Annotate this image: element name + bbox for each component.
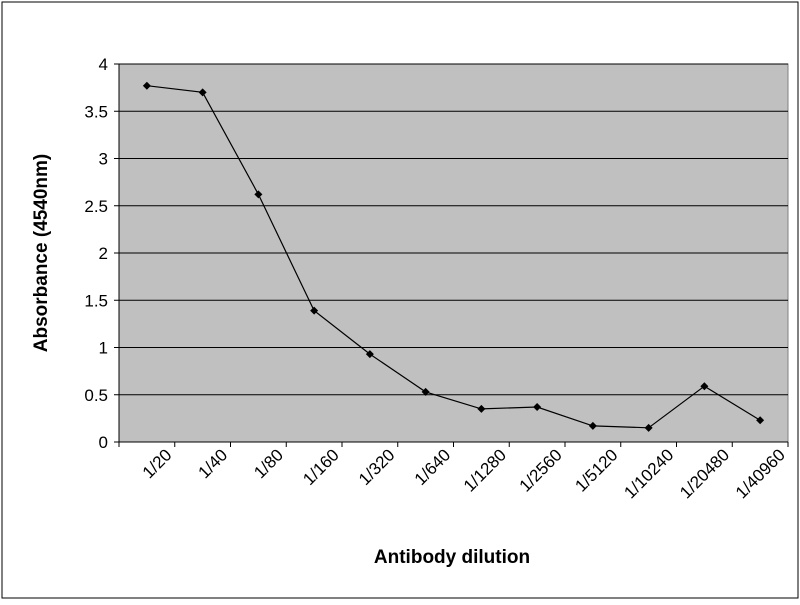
y-tick-label: 3	[99, 150, 108, 169]
data-point-marker	[588, 421, 597, 430]
data-point-marker	[365, 350, 374, 359]
y-tick-label: 2.5	[84, 197, 108, 216]
data-point-marker	[198, 88, 207, 97]
data-point-marker	[644, 423, 653, 432]
data-point-marker	[477, 404, 486, 413]
y-tick-label: 3.5	[84, 102, 108, 121]
data-point-marker	[142, 81, 151, 90]
series-line	[146, 85, 761, 429]
y-tick-label: 0.5	[84, 386, 108, 405]
y-axis-label: Absorbance (4540nm)	[31, 154, 52, 353]
y-axis-tick-labels: 0 0.5 1 1.5 2 2.5 3 3.5 4	[84, 55, 119, 452]
data-point-marker	[700, 382, 709, 391]
y-tick-label: 2	[99, 244, 108, 263]
y-tick-label: 0	[99, 433, 108, 452]
y-tick-label: 1.5	[84, 291, 108, 310]
data-point-marker	[254, 190, 263, 199]
data-point-marker	[756, 416, 765, 425]
data-point-marker	[533, 403, 542, 412]
data-point-marker	[310, 306, 319, 315]
data-point-marker	[421, 387, 430, 396]
y-tick-label: 4	[99, 55, 108, 74]
plot-area	[118, 63, 789, 443]
x-axis-label: Antibody dilution	[374, 547, 530, 568]
y-tick-label: 1	[99, 339, 108, 358]
